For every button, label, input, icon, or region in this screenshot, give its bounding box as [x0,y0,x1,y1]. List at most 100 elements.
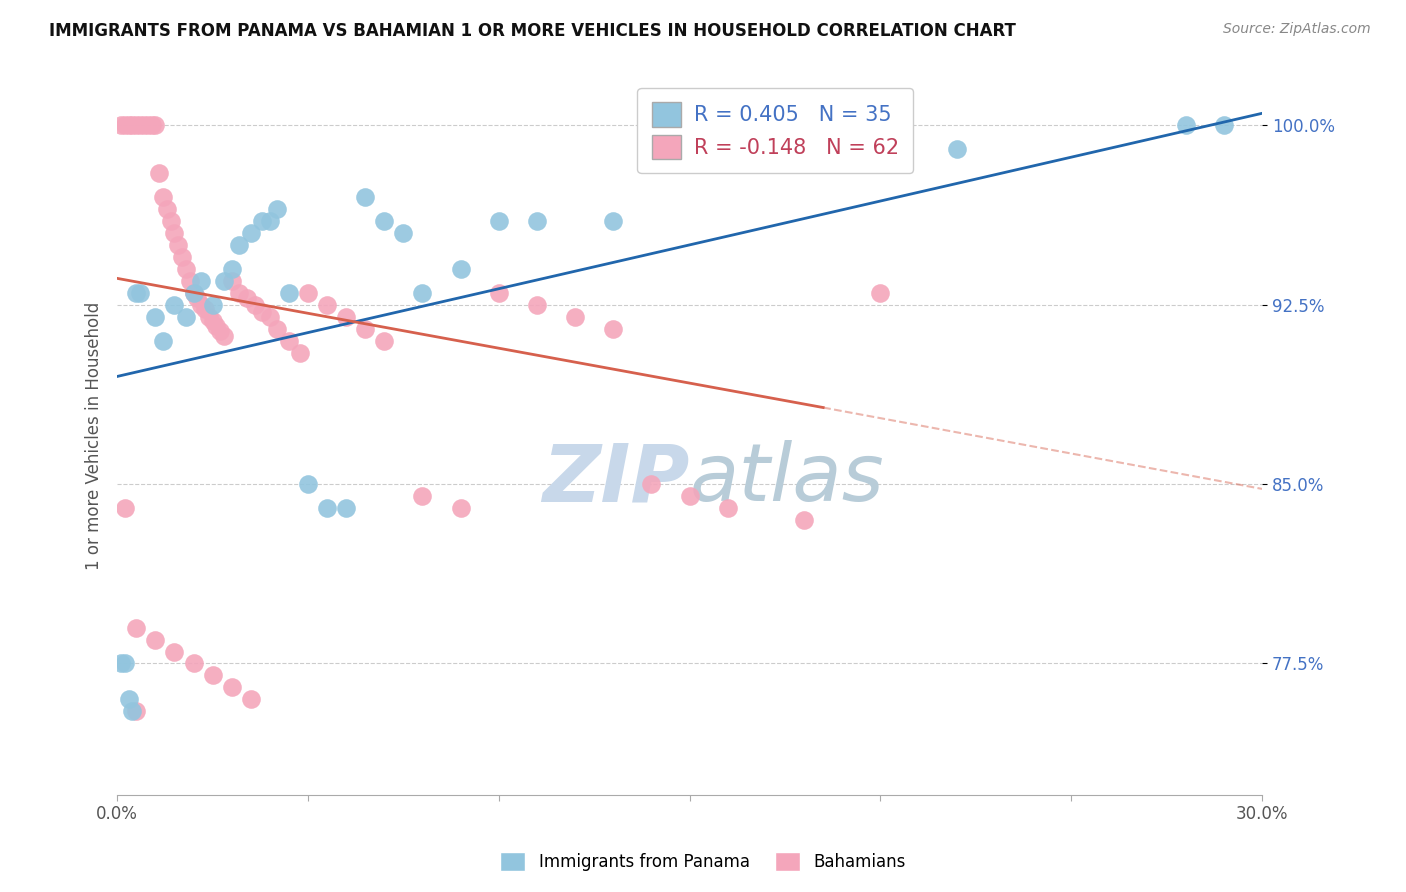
Point [602,321,624,335]
Point [266,321,288,335]
Point [174,261,197,276]
Point [110,118,132,132]
Point [179,274,201,288]
Text: ZIP: ZIP [543,441,689,518]
Text: IMMIGRANTS FROM PANAMA VS BAHAMIAN 1 OR MORE VEHICLES IN HOUSEHOLD CORRELATION C: IMMIGRANTS FROM PANAMA VS BAHAMIAN 1 OR … [49,22,1017,40]
Point [316,501,339,516]
Point [163,226,186,240]
Point [163,298,186,312]
Point [125,118,148,132]
Point [186,291,208,305]
Point [259,310,281,324]
Point [297,477,319,491]
Point [132,118,155,132]
Point [125,704,148,718]
Point [167,238,190,252]
Point [121,704,143,718]
Point [110,657,132,671]
Point [717,501,740,516]
Point [143,632,166,647]
Point [297,285,319,300]
Point [183,657,205,671]
Point [148,166,170,180]
Point [170,250,193,264]
Point [152,334,174,348]
Point [250,305,273,319]
Point [121,118,143,132]
Text: atlas: atlas [689,441,884,518]
Point [156,202,179,216]
Point [114,657,136,671]
Point [526,298,548,312]
Point [125,285,148,300]
Point [335,310,357,324]
Point [117,692,139,706]
Point [212,328,235,343]
Point [190,298,212,312]
Y-axis label: 1 or more Vehicles in Household: 1 or more Vehicles in Household [86,302,103,570]
Legend: R = 0.405   N = 35, R = -0.148   N = 62: R = 0.405 N = 35, R = -0.148 N = 62 [637,87,914,173]
Point [114,118,136,132]
Point [373,334,395,348]
Point [190,274,212,288]
Text: Source: ZipAtlas.com: Source: ZipAtlas.com [1223,22,1371,37]
Point [488,285,510,300]
Point [450,261,472,276]
Point [602,214,624,228]
Point [201,314,224,328]
Point [163,644,186,658]
Point [1212,118,1234,132]
Point [125,621,148,635]
Legend: Immigrants from Panama, Bahamians: Immigrants from Panama, Bahamians [492,843,914,880]
Point [373,214,395,228]
Point [221,261,243,276]
Point [212,274,235,288]
Point [678,489,700,503]
Point [259,214,281,228]
Point [236,291,259,305]
Point [354,321,377,335]
Point [221,274,243,288]
Point [239,692,262,706]
Point [243,298,266,312]
Point [488,214,510,228]
Point [411,285,433,300]
Point [174,310,197,324]
Point [221,681,243,695]
Point [640,477,662,491]
Point [239,226,262,240]
Point [450,501,472,516]
Point [143,118,166,132]
Point [129,285,152,300]
Point [945,142,967,156]
Point [183,285,205,300]
Point [114,501,136,516]
Point [141,118,163,132]
Point [129,118,152,132]
Point [316,298,339,312]
Point [277,334,299,348]
Point [205,319,228,334]
Point [194,302,217,317]
Point [152,190,174,204]
Point [136,118,159,132]
Point [869,285,891,300]
Point [143,310,166,324]
Point [411,489,433,503]
Point [526,214,548,228]
Point [392,226,415,240]
Point [793,513,815,527]
Point [183,285,205,300]
Point [290,345,312,359]
Point [354,190,377,204]
Point [201,668,224,682]
Point [335,501,357,516]
Point [159,214,181,228]
Point [228,285,250,300]
Point [197,310,219,324]
Point [564,310,586,324]
Point [117,118,139,132]
Point [209,324,232,338]
Point [228,238,250,252]
Point [1174,118,1197,132]
